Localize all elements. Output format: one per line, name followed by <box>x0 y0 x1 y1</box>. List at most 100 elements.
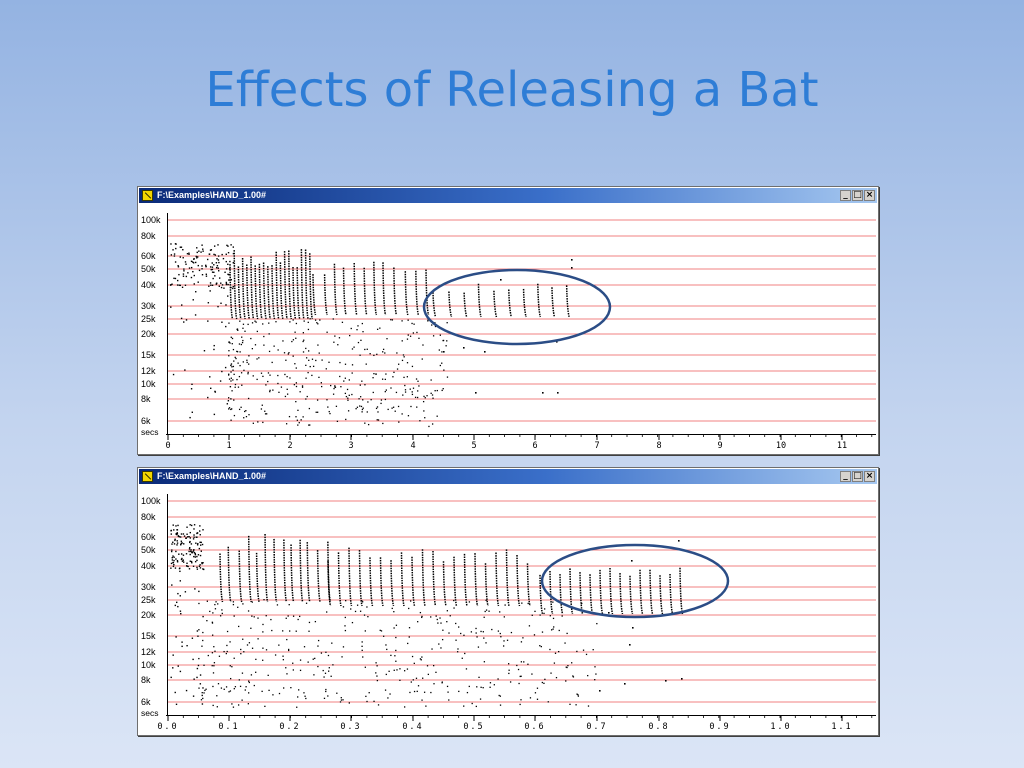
call-point <box>540 645 542 648</box>
call-point <box>214 603 216 606</box>
close-button[interactable]: × <box>864 190 875 201</box>
call-point <box>413 690 416 693</box>
call-point <box>213 665 215 667</box>
call-point <box>441 682 443 684</box>
call-point <box>243 369 245 371</box>
call-point <box>416 406 418 408</box>
call-point <box>330 384 332 387</box>
call-point <box>180 558 183 561</box>
call-point <box>417 685 420 687</box>
call-point <box>180 533 183 535</box>
close-button[interactable]: × <box>864 471 875 482</box>
app-icon <box>142 471 153 482</box>
call-point <box>230 363 233 365</box>
call-point <box>286 375 288 378</box>
call-point <box>361 601 364 603</box>
call-point <box>404 391 407 393</box>
call-point <box>475 627 477 630</box>
call-point <box>191 261 194 263</box>
call-sweep <box>589 574 594 615</box>
call-point <box>188 568 191 570</box>
window-titlebar[interactable]: F:\Examples\HAND_1.00# _ □ × <box>139 469 877 484</box>
call-point <box>192 270 194 273</box>
call-point <box>170 676 172 679</box>
call-point <box>576 693 578 695</box>
call-point <box>356 329 358 331</box>
call-point <box>211 268 214 271</box>
call-point <box>366 411 368 413</box>
call-point <box>176 533 179 535</box>
call-point <box>471 702 473 705</box>
call-point <box>225 283 228 285</box>
call-point <box>198 602 200 605</box>
call-point <box>427 320 429 322</box>
time-unit-label: secs <box>141 708 158 718</box>
call-point <box>485 599 487 601</box>
call-sweep <box>288 250 293 320</box>
call-point <box>216 265 219 267</box>
call-point <box>333 341 335 343</box>
call-point <box>456 651 459 653</box>
call-sweep <box>363 267 368 316</box>
call-point <box>297 618 299 621</box>
spectrogram-window-1[interactable]: F:\Examples\HAND_1.00# _ □ × 100k 80k 60k 5… <box>137 186 879 455</box>
call-point <box>268 350 271 353</box>
call-point <box>246 644 249 646</box>
call-point <box>181 286 184 288</box>
call-point <box>439 334 441 336</box>
call-point <box>458 690 460 693</box>
call-point <box>176 532 178 534</box>
call-sweep <box>505 549 510 607</box>
call-point <box>221 612 223 615</box>
call-point <box>395 649 397 652</box>
call-point <box>482 687 484 689</box>
call-point <box>172 555 174 557</box>
call-point <box>191 411 193 413</box>
call-point <box>425 705 427 707</box>
maximize-button[interactable]: □ <box>852 190 863 201</box>
call-point <box>340 697 342 699</box>
call-point <box>174 539 176 542</box>
minimize-button[interactable]: _ <box>840 471 851 482</box>
call-point <box>305 377 307 379</box>
call-point <box>201 274 204 276</box>
call-point <box>178 567 181 570</box>
call-sweep <box>275 251 280 320</box>
window-titlebar[interactable]: F:\Examples\HAND_1.00# _ □ × <box>139 188 877 203</box>
call-point <box>302 416 304 418</box>
call-sweep <box>463 292 468 318</box>
call-point <box>239 351 241 353</box>
maximize-button[interactable]: □ <box>852 471 863 482</box>
call-point <box>395 660 397 662</box>
call-point <box>406 362 409 364</box>
call-point <box>386 338 388 340</box>
call-point <box>202 697 204 700</box>
minimize-button[interactable]: _ <box>840 190 851 201</box>
call-point <box>356 406 359 408</box>
call-sweep <box>227 546 232 603</box>
call-point <box>228 374 230 376</box>
call-point <box>305 364 307 367</box>
call-point <box>475 632 477 634</box>
call-point <box>234 386 236 388</box>
call-point <box>478 676 480 679</box>
freq-tick-label: 100k <box>141 496 161 506</box>
call-point <box>286 388 288 390</box>
call-point <box>520 699 522 701</box>
spectrogram-window-2[interactable]: F:\Examples\HAND_1.00# _ □ × 100k 80k 60k 5… <box>137 467 879 736</box>
call-point <box>202 687 204 689</box>
call-point <box>394 410 396 412</box>
call-point <box>238 625 240 628</box>
call-point <box>257 421 259 423</box>
call-point <box>339 375 341 378</box>
call-point <box>232 365 235 368</box>
call-point <box>372 391 374 394</box>
call-point <box>361 322 363 325</box>
call-point <box>239 320 241 322</box>
call-point <box>350 608 352 610</box>
call-point <box>174 691 176 694</box>
call-point <box>209 376 211 378</box>
call-point <box>529 697 532 699</box>
call-point <box>385 373 387 375</box>
call-point <box>197 542 199 545</box>
